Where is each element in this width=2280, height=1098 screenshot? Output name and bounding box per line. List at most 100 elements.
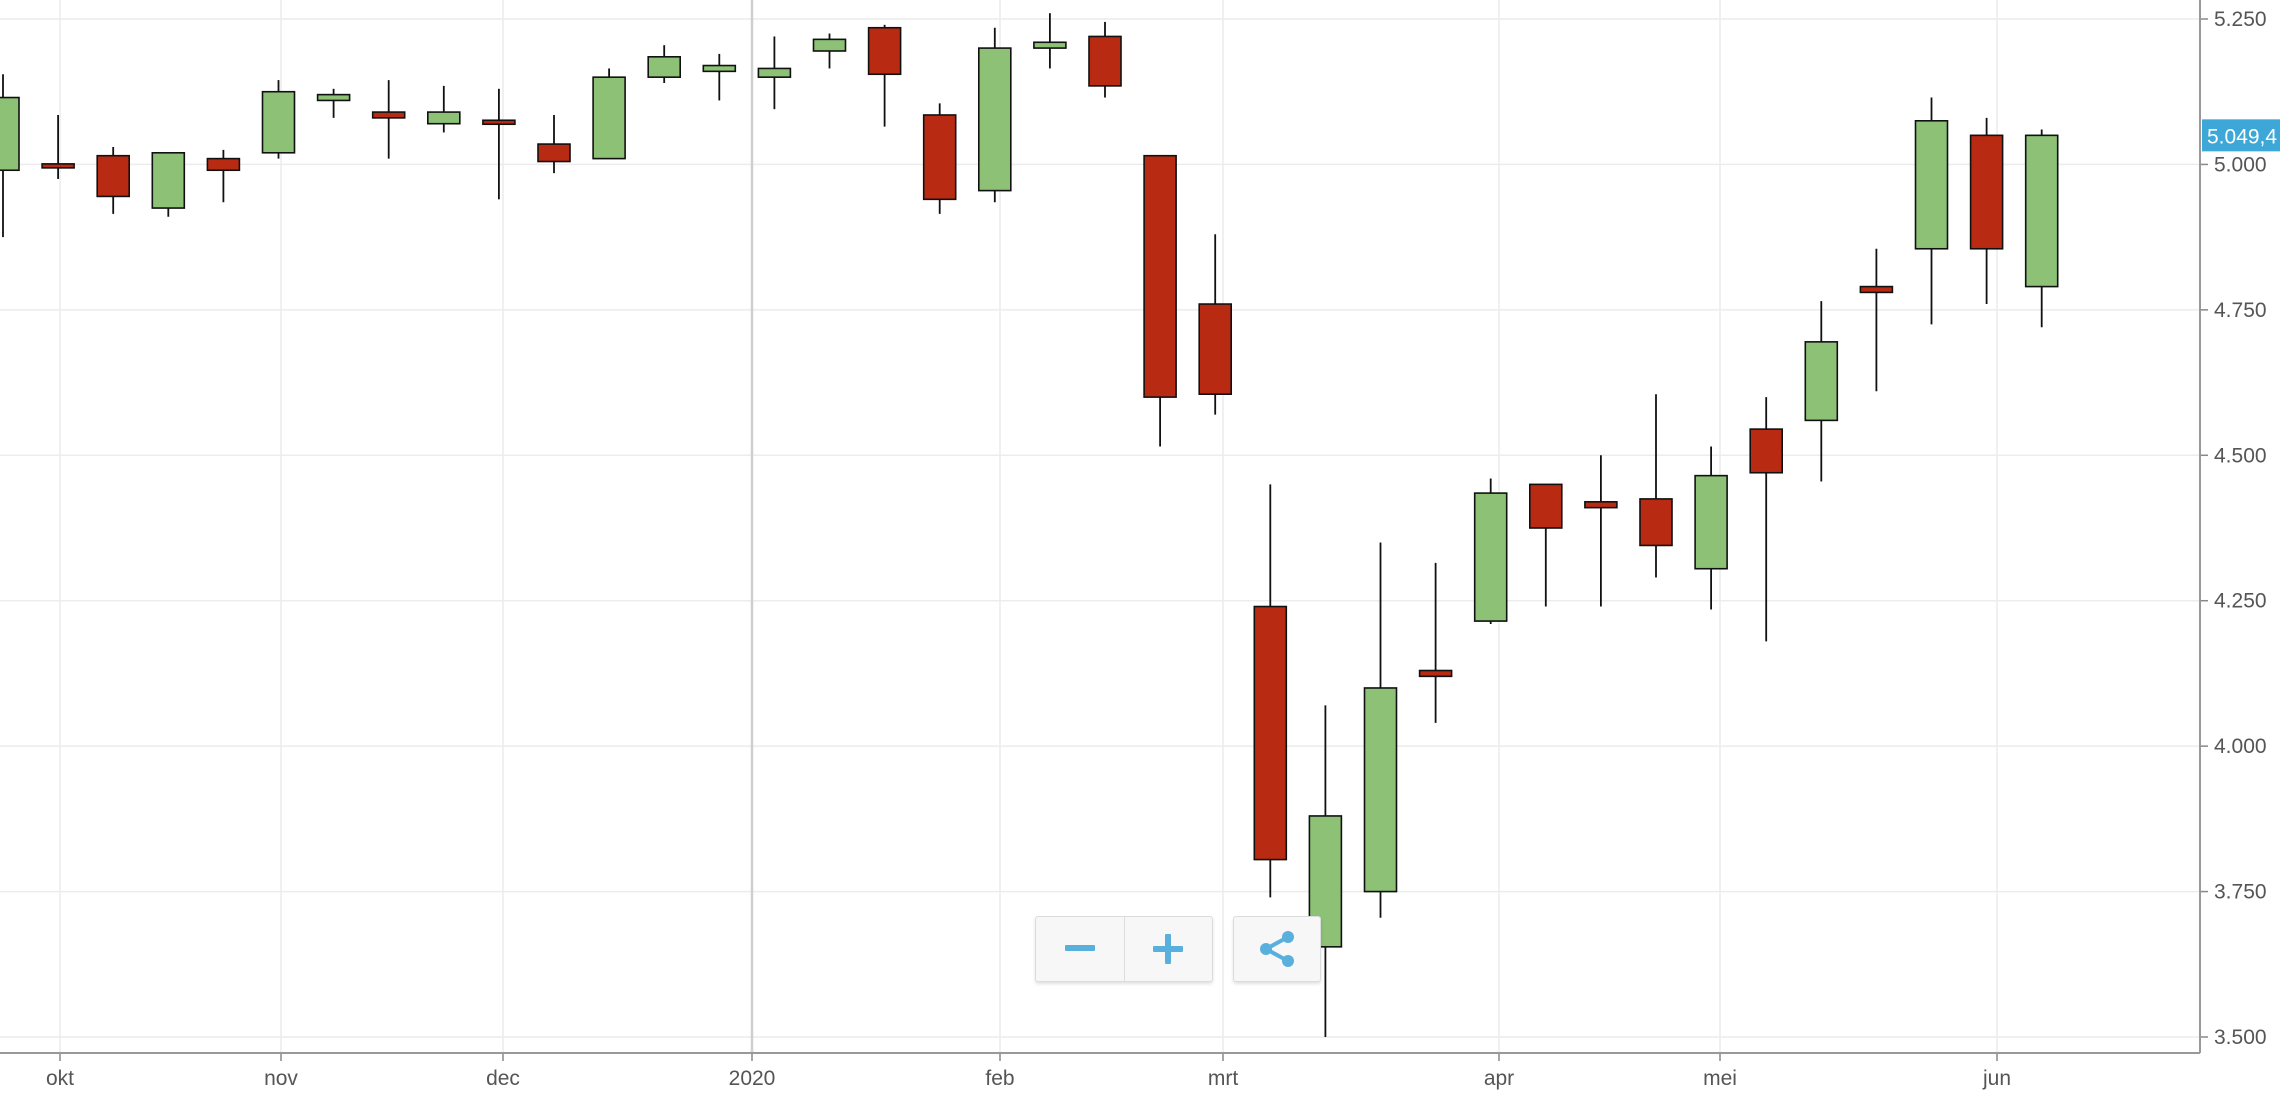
candle-down <box>1529 483 1563 607</box>
last-price-label: 5.049,4 <box>2207 125 2277 148</box>
candle-body <box>592 76 626 160</box>
y-tick-label: 4.000 <box>2214 735 2267 758</box>
zoom-in-button[interactable] <box>1123 917 1213 981</box>
candle-body <box>1639 498 1673 547</box>
candle-up <box>812 33 847 69</box>
candle-down <box>41 114 75 179</box>
candle-body <box>1694 474 1728 570</box>
candle-body <box>2024 134 2059 288</box>
candle-body <box>867 26 902 76</box>
candle-body <box>1529 483 1563 529</box>
y-tick-label: 3.750 <box>2214 881 2267 904</box>
candle-body <box>1198 303 1232 396</box>
x-tick-label: nov <box>264 1067 298 1090</box>
share-button[interactable] <box>1233 916 1321 982</box>
candle-body <box>1473 492 1508 622</box>
candle-body <box>1969 134 2004 250</box>
candle-body <box>1804 341 1839 422</box>
candle-body <box>1584 501 1618 509</box>
candle-body <box>1914 120 1949 250</box>
x-tick-label: apr <box>1484 1067 1514 1090</box>
x-tick-label: mei <box>1703 1067 1737 1090</box>
candle-up <box>757 36 792 110</box>
candle-up <box>426 85 461 133</box>
candle-body <box>0 96 20 172</box>
candle-up <box>1694 446 1728 610</box>
x-tick-label: feb <box>985 1067 1014 1090</box>
candle-down <box>1639 394 1673 578</box>
candle-down <box>867 24 902 127</box>
candle-up <box>592 68 626 160</box>
candle-up <box>1033 13 1067 69</box>
candle-down <box>922 103 957 214</box>
candle-body <box>41 163 75 169</box>
candle-body <box>1088 35 1122 87</box>
candle-body <box>647 56 682 78</box>
candle-up <box>1804 301 1839 482</box>
candle-body <box>812 38 847 52</box>
candle-up <box>702 53 737 101</box>
candle-body <box>151 151 186 209</box>
y-axis-labels: 3.500 3.750 4.000 4.250 4.500 4.750 5.000 5.250 <box>2214 8 2267 1049</box>
x-tick-label: 2020 <box>729 1067 776 1090</box>
candle-down <box>1969 117 2004 305</box>
candle-down <box>206 149 241 203</box>
y-tick-label: 4.250 <box>2214 590 2267 613</box>
zoom-out-button[interactable] <box>1036 917 1124 981</box>
x-tick-label: mrt <box>1208 1067 1238 1090</box>
candle-body <box>537 143 571 163</box>
y-tick-label: 5.000 <box>2214 153 2267 176</box>
candle-down <box>537 114 571 174</box>
candle-down <box>1198 234 1232 415</box>
candle-down <box>1418 562 1453 723</box>
y-tick-label: 3.500 <box>2214 1026 2267 1049</box>
axes <box>0 0 2208 1061</box>
candle-body <box>1749 428 1783 474</box>
last-price-badge-background <box>2202 119 2280 152</box>
candle-down <box>1584 455 1618 607</box>
candle-body <box>1859 285 1894 294</box>
candle-up <box>977 27 1012 203</box>
x-tick-label: dec <box>486 1067 520 1090</box>
candle-up <box>0 74 20 238</box>
minus-icon <box>1064 945 1095 951</box>
candle-up <box>261 80 296 159</box>
candle-body <box>96 154 130 198</box>
candle-up <box>1308 705 1343 1037</box>
candle-up <box>1473 478 1508 624</box>
candle-body <box>702 64 737 73</box>
candle-body <box>1253 605 1288 861</box>
candle-up <box>1363 542 1398 918</box>
candles <box>0 13 2059 1037</box>
grid-lines <box>0 0 2200 1053</box>
x-axis-labels: okt nov dec 2020 feb mrt apr mei jun <box>46 1067 2011 1090</box>
x-tick-label: jun <box>1982 1067 2011 1090</box>
candle-body <box>977 47 1012 192</box>
candle-body <box>371 111 406 119</box>
candle-down <box>1253 484 1288 898</box>
candle-down <box>1143 154 1177 447</box>
candle-down <box>371 80 406 159</box>
candle-body <box>426 111 461 125</box>
candle-up <box>316 88 351 118</box>
candle-down <box>1749 397 1783 642</box>
y-tick-label: 4.750 <box>2214 299 2267 322</box>
candle-down <box>482 88 516 200</box>
y-tick-label: 5.250 <box>2214 8 2267 31</box>
candle-up <box>1914 97 1949 325</box>
x-tick-label: okt <box>46 1067 74 1090</box>
candle-down <box>1859 248 1894 392</box>
candle-body <box>1033 41 1067 49</box>
candle-body <box>261 90 296 154</box>
y-tick-label: 4.500 <box>2214 444 2267 467</box>
candle-up <box>2024 129 2059 328</box>
candle-body <box>1418 669 1453 678</box>
candle-body <box>206 157 241 172</box>
zoom-controls <box>1035 916 1213 982</box>
candle-body <box>482 119 516 126</box>
candle-body <box>1363 687 1398 893</box>
last-price-badge: 5.049,4 <box>2202 119 2280 152</box>
share-icon <box>1260 931 1294 967</box>
candle-down <box>96 146 130 214</box>
